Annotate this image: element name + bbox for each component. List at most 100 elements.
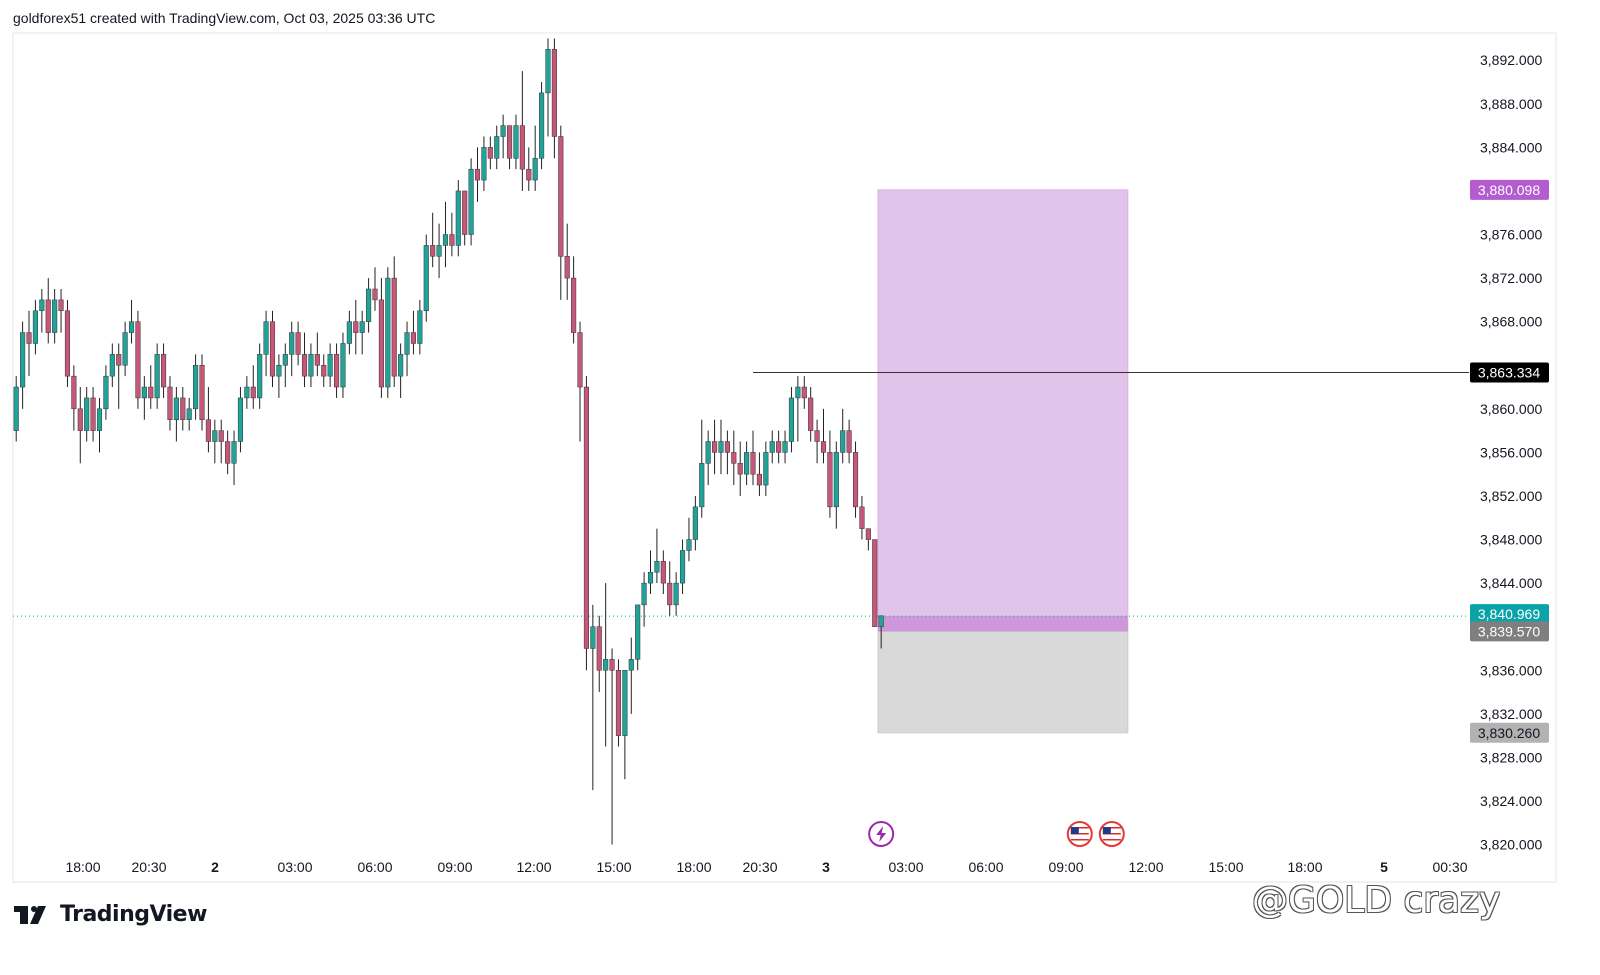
candle	[718, 419, 724, 475]
candle	[571, 256, 577, 344]
bull-candle-body	[327, 354, 333, 377]
candle	[193, 354, 199, 420]
candle	[263, 310, 269, 377]
bull-candle-body	[154, 354, 160, 399]
y-tick-label: 3,888.000	[1480, 96, 1542, 112]
candle	[276, 354, 282, 398]
bull-candle-body	[423, 245, 429, 312]
x-tick-label: 00:30	[1432, 859, 1467, 875]
bear-candle-body	[58, 299, 64, 312]
bull-candle-body	[346, 321, 352, 344]
candle	[859, 495, 865, 540]
candle	[186, 397, 192, 431]
bear-candle-body	[301, 354, 308, 377]
candle	[679, 539, 686, 595]
candle	[39, 288, 45, 333]
bull-candle-body	[52, 299, 58, 333]
price-tag-bg	[1470, 362, 1549, 383]
flag-stripe	[1070, 830, 1089, 832]
price-tag-label: 3,880.098	[1478, 182, 1540, 198]
bull-candle-body	[263, 321, 269, 355]
bull-candle-body	[173, 397, 179, 420]
bear-candle-body	[615, 670, 622, 736]
candle	[808, 387, 814, 442]
candle	[173, 387, 179, 442]
candle	[135, 310, 141, 409]
candle	[334, 343, 340, 398]
flag-stripe	[1102, 833, 1121, 835]
price-tag-bg	[1470, 722, 1549, 743]
candle	[385, 267, 391, 398]
candle	[660, 550, 666, 595]
y-tick-label: 3,884.000	[1480, 139, 1542, 155]
candle	[218, 419, 224, 464]
bull-candle-body	[141, 386, 147, 399]
flag-canton	[1070, 827, 1079, 834]
flag-stripe	[1102, 836, 1121, 838]
candle	[699, 419, 705, 518]
bear-candle-body	[314, 354, 320, 366]
bull-candle-body	[769, 441, 775, 453]
bear-candle-body	[462, 190, 468, 235]
candle	[776, 430, 782, 464]
bear-candle-body	[180, 397, 186, 420]
x-tick-label: 20:30	[742, 859, 777, 875]
price-tag-label: 3,839.570	[1478, 623, 1540, 639]
us-flag-event-icon	[1066, 821, 1093, 847]
candle	[436, 223, 442, 279]
candle	[257, 343, 263, 409]
bull-candle-body	[244, 386, 250, 399]
bull-candle-body	[763, 452, 769, 486]
bull-candle-body	[878, 615, 884, 627]
candle	[250, 365, 256, 409]
bear-candle-body	[225, 441, 231, 464]
flag-stripe	[1102, 839, 1121, 841]
plot-frame	[12, 32, 1557, 883]
candle	[180, 387, 186, 431]
tradingview-logo[interactable]: TradingView	[14, 902, 207, 927]
x-tick-label: 18:00	[65, 859, 100, 875]
bull-candle-body	[679, 550, 686, 584]
bear-candle-body	[776, 441, 782, 453]
bull-candle-body	[398, 354, 404, 377]
bull-candle-body	[128, 321, 135, 333]
bull-candle-body	[212, 430, 218, 442]
candle	[301, 332, 308, 388]
candle	[481, 136, 487, 191]
bear-candle-body	[667, 582, 673, 606]
candle	[167, 376, 173, 431]
entry-band	[877, 616, 1128, 632]
candle	[410, 310, 416, 355]
candle	[321, 354, 327, 388]
bear-candle-body	[846, 430, 852, 453]
candle	[526, 147, 532, 191]
x-tick-label: 3	[822, 859, 830, 875]
bull-candle-body	[308, 354, 314, 377]
bear-candle-body	[71, 375, 77, 410]
candle	[116, 343, 122, 409]
bear-candle-body	[506, 125, 513, 159]
bull-candle-body	[718, 441, 724, 453]
lightning-event-icon	[868, 821, 895, 847]
bull-candle-body	[603, 659, 609, 671]
candle	[391, 256, 397, 388]
candle	[455, 180, 461, 257]
candle	[398, 343, 404, 398]
bull-candle-body	[84, 397, 90, 431]
bull-candle-body	[193, 364, 199, 410]
bear-candle-body	[519, 125, 525, 170]
flag-stripe	[1070, 836, 1089, 838]
bear-candle-body	[609, 659, 615, 671]
candle	[647, 550, 654, 595]
stop-price-tag: 3,830.260	[1470, 722, 1549, 743]
bear-candle-body	[660, 561, 666, 584]
candle	[417, 299, 423, 355]
x-tick-label: 20:30	[131, 859, 166, 875]
bear-candle-body	[814, 430, 820, 442]
bear-candle-body	[26, 332, 32, 344]
candle	[532, 125, 538, 191]
flag-stripe	[1102, 830, 1121, 832]
bear-candle-body	[577, 332, 583, 388]
price-tag-label: 3,840.969	[1478, 606, 1540, 622]
